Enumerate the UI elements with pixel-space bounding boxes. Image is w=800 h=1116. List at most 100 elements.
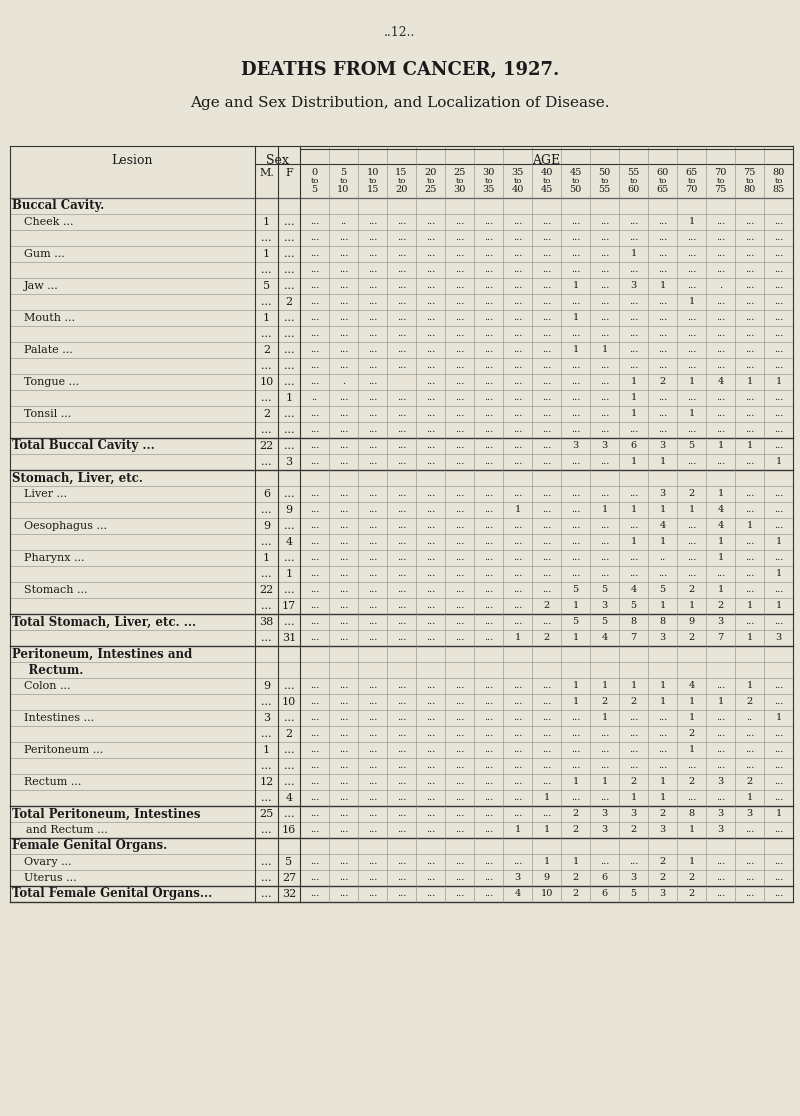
Text: ...: ... xyxy=(339,250,348,259)
Text: ...: ... xyxy=(284,377,294,387)
Text: ...: ... xyxy=(426,233,435,242)
Text: ...: ... xyxy=(774,314,783,323)
Text: to: to xyxy=(600,177,609,185)
Text: 1: 1 xyxy=(775,538,782,547)
Text: ...: ... xyxy=(455,586,464,595)
Text: Mouth ...: Mouth ... xyxy=(24,312,75,323)
Text: ...: ... xyxy=(262,729,272,739)
Text: 1: 1 xyxy=(572,346,578,355)
Text: 1: 1 xyxy=(514,506,521,514)
Text: 2: 2 xyxy=(688,778,694,787)
Text: ...: ... xyxy=(284,713,294,723)
Text: ...: ... xyxy=(397,506,406,514)
Text: to: to xyxy=(398,177,406,185)
Text: ...: ... xyxy=(484,793,493,802)
Text: ...: ... xyxy=(774,490,783,499)
Text: ...: ... xyxy=(397,298,406,307)
Text: 1: 1 xyxy=(602,778,608,787)
Text: ...: ... xyxy=(284,761,294,771)
Text: 4: 4 xyxy=(286,537,293,547)
Text: ...: ... xyxy=(368,490,377,499)
Text: ...: ... xyxy=(629,761,638,770)
Text: ...: ... xyxy=(687,394,696,403)
Text: ...: ... xyxy=(484,682,493,691)
Text: ...: ... xyxy=(571,266,580,275)
Text: ...: ... xyxy=(310,329,319,338)
Text: ...: ... xyxy=(484,826,493,835)
Text: ...: ... xyxy=(262,329,272,339)
Text: ...: ... xyxy=(513,586,522,595)
Text: ...: ... xyxy=(310,362,319,371)
Text: 1: 1 xyxy=(602,713,608,722)
Text: ...: ... xyxy=(716,793,725,802)
Text: ...: ... xyxy=(629,362,638,371)
Text: ...: ... xyxy=(484,761,493,770)
Text: 5: 5 xyxy=(341,169,346,177)
Text: 10: 10 xyxy=(338,185,350,194)
Text: 3: 3 xyxy=(718,809,724,818)
Text: ...: ... xyxy=(455,809,464,818)
Text: ...: ... xyxy=(600,569,609,578)
Text: ...: ... xyxy=(571,329,580,338)
Text: ...: ... xyxy=(397,586,406,595)
Text: 4: 4 xyxy=(630,586,637,595)
Text: ..: .. xyxy=(311,394,318,403)
Text: ...: ... xyxy=(368,346,377,355)
Text: 2: 2 xyxy=(263,345,270,355)
Text: 1: 1 xyxy=(572,602,578,610)
Text: ...: ... xyxy=(455,218,464,227)
Text: 10: 10 xyxy=(259,377,274,387)
Text: ...: ... xyxy=(455,554,464,562)
Text: ...: ... xyxy=(600,857,609,866)
Text: 1: 1 xyxy=(746,602,753,610)
Text: ...: ... xyxy=(368,634,377,643)
Text: ...: ... xyxy=(513,569,522,578)
Text: ...: ... xyxy=(571,793,580,802)
Text: ...: ... xyxy=(397,458,406,466)
Text: ...: ... xyxy=(542,346,551,355)
Text: ...: ... xyxy=(339,521,348,530)
Text: ...: ... xyxy=(658,410,667,418)
Text: ...: ... xyxy=(426,458,435,466)
Text: ...: ... xyxy=(774,617,783,626)
Text: 9: 9 xyxy=(689,617,694,626)
Text: ...: ... xyxy=(774,298,783,307)
Text: ...: ... xyxy=(571,410,580,418)
Text: 1: 1 xyxy=(543,826,550,835)
Text: ...: ... xyxy=(368,281,377,290)
Text: ...: ... xyxy=(397,761,406,770)
Text: ...: ... xyxy=(455,793,464,802)
Text: ...: ... xyxy=(368,857,377,866)
Text: 2: 2 xyxy=(659,857,666,866)
Text: ...: ... xyxy=(716,889,725,898)
Text: 3: 3 xyxy=(602,442,608,451)
Text: ...: ... xyxy=(774,362,783,371)
Text: ...: ... xyxy=(629,490,638,499)
Text: ...: ... xyxy=(513,281,522,290)
Text: ...: ... xyxy=(774,410,783,418)
Text: ..: .. xyxy=(340,218,346,227)
Text: ...: ... xyxy=(368,761,377,770)
Text: ...: ... xyxy=(774,521,783,530)
Text: ...: ... xyxy=(397,233,406,242)
Text: ...: ... xyxy=(426,394,435,403)
Text: ...: ... xyxy=(426,521,435,530)
Text: ...: ... xyxy=(774,250,783,259)
Text: 55: 55 xyxy=(598,185,610,194)
Text: ...: ... xyxy=(284,809,294,819)
Text: ...: ... xyxy=(658,218,667,227)
Text: ...: ... xyxy=(629,218,638,227)
Text: ...: ... xyxy=(339,410,348,418)
Text: ...: ... xyxy=(455,329,464,338)
Text: ...: ... xyxy=(484,250,493,259)
Text: ...: ... xyxy=(716,730,725,739)
Text: ...: ... xyxy=(571,761,580,770)
Text: ...: ... xyxy=(745,362,754,371)
Text: ...: ... xyxy=(600,490,609,499)
Text: 85: 85 xyxy=(772,185,785,194)
Text: 1: 1 xyxy=(630,377,637,386)
Text: ...: ... xyxy=(745,329,754,338)
Text: to: to xyxy=(339,177,348,185)
Text: ...: ... xyxy=(629,266,638,275)
Text: ...: ... xyxy=(368,745,377,754)
